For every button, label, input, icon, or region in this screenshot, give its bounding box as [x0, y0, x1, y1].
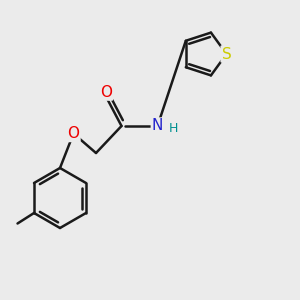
Text: S: S [222, 46, 231, 62]
Text: H: H [168, 122, 178, 136]
Text: O: O [100, 85, 112, 100]
Text: N: N [152, 118, 163, 134]
Text: O: O [68, 126, 80, 141]
